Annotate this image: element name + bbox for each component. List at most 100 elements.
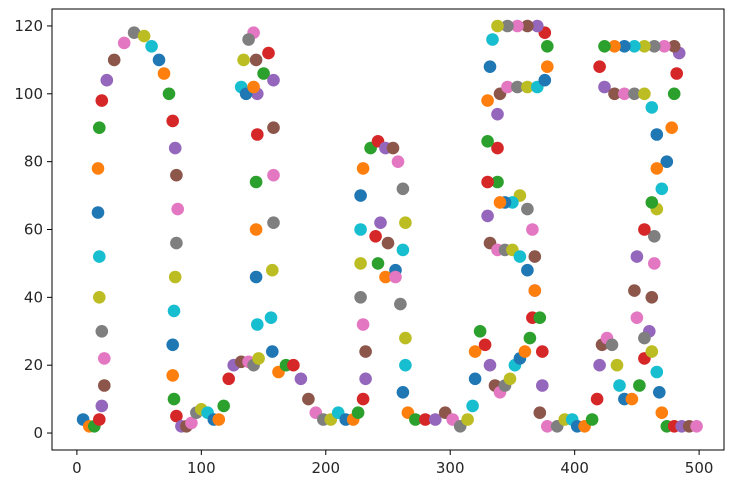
data-point (511, 80, 524, 94)
y-tick-label: 120 (14, 17, 43, 35)
data-point (468, 372, 482, 386)
data-point (262, 46, 275, 60)
data-point (117, 36, 131, 50)
data-point (93, 250, 106, 263)
data-point (625, 392, 639, 406)
y-tick-label: 20 (24, 356, 43, 374)
data-point (247, 80, 260, 94)
data-point (399, 331, 412, 345)
data-point (170, 168, 183, 182)
data-point (538, 73, 552, 87)
data-point (95, 399, 109, 413)
data-point (354, 223, 367, 236)
data-point (491, 19, 504, 33)
data-point (618, 87, 631, 101)
data-point (473, 325, 487, 338)
data-point (491, 107, 504, 121)
data-point (100, 73, 114, 87)
data-point (478, 338, 492, 352)
data-point (526, 223, 539, 236)
data-point (608, 87, 621, 101)
data-point (267, 216, 280, 229)
data-point (585, 413, 599, 426)
data-point (466, 399, 479, 413)
data-point (670, 67, 683, 80)
data-point (356, 318, 370, 331)
data-point (536, 345, 549, 358)
data-point (593, 60, 606, 73)
data-point (667, 40, 681, 53)
data-point (419, 413, 432, 426)
data-point (633, 379, 646, 392)
data-point (394, 297, 407, 311)
data-point (369, 230, 382, 243)
data-point (409, 413, 422, 426)
data-point (501, 80, 514, 94)
data-point (503, 372, 517, 386)
x-tick-label: 300 (436, 459, 465, 477)
data-point (650, 162, 664, 175)
data-point (170, 409, 183, 423)
data-point (242, 33, 255, 46)
data-point (359, 372, 372, 386)
data-point (95, 94, 109, 107)
data-point (645, 196, 659, 209)
x-tick-label: 100 (187, 459, 216, 477)
x-tick-label: 400 (560, 459, 589, 477)
data-point (351, 406, 365, 420)
data-point (249, 270, 263, 284)
data-point (645, 101, 659, 114)
data-point (429, 413, 442, 426)
data-point (536, 379, 549, 392)
data-point (483, 358, 497, 372)
data-point (356, 162, 370, 175)
data-point (249, 53, 263, 67)
data-point (513, 250, 527, 263)
data-point (252, 352, 265, 365)
data-point (645, 345, 659, 358)
data-point (638, 87, 651, 101)
data-point (399, 358, 412, 372)
data-point (98, 379, 111, 392)
data-point (171, 202, 184, 216)
data-point (137, 29, 151, 43)
data-point (185, 416, 198, 430)
data-point (381, 236, 395, 250)
data-point (386, 141, 400, 155)
data-point (266, 345, 279, 358)
data-point (541, 420, 554, 433)
data-point (618, 40, 631, 53)
x-tick-label: 200 (311, 459, 340, 477)
data-point (166, 369, 179, 382)
data-point (396, 243, 410, 257)
data-point (650, 128, 664, 141)
data-point (605, 338, 619, 352)
data-point (493, 196, 507, 209)
data-point (481, 94, 494, 107)
data-point (93, 291, 106, 304)
data-point (267, 73, 280, 87)
data-point (667, 87, 681, 101)
scatter-points (76, 19, 703, 433)
data-point (145, 40, 158, 53)
data-point (168, 141, 182, 155)
y-tick-label: 0 (33, 424, 43, 442)
data-point (653, 386, 666, 399)
data-point (638, 331, 651, 345)
data-point (638, 223, 651, 236)
data-point (613, 379, 626, 392)
data-point (518, 345, 532, 358)
data-point (628, 284, 641, 297)
data-point (523, 331, 537, 345)
data-point (294, 372, 308, 386)
data-point (648, 40, 661, 53)
data-point (107, 53, 121, 67)
data-point (486, 33, 499, 46)
data-point (628, 40, 641, 53)
data-point (212, 413, 226, 426)
data-point (374, 216, 387, 229)
y-axis: 0 20 40 60 80 100 120 (14, 17, 52, 442)
data-point (396, 386, 410, 399)
data-point (399, 216, 412, 229)
data-point (371, 257, 385, 270)
